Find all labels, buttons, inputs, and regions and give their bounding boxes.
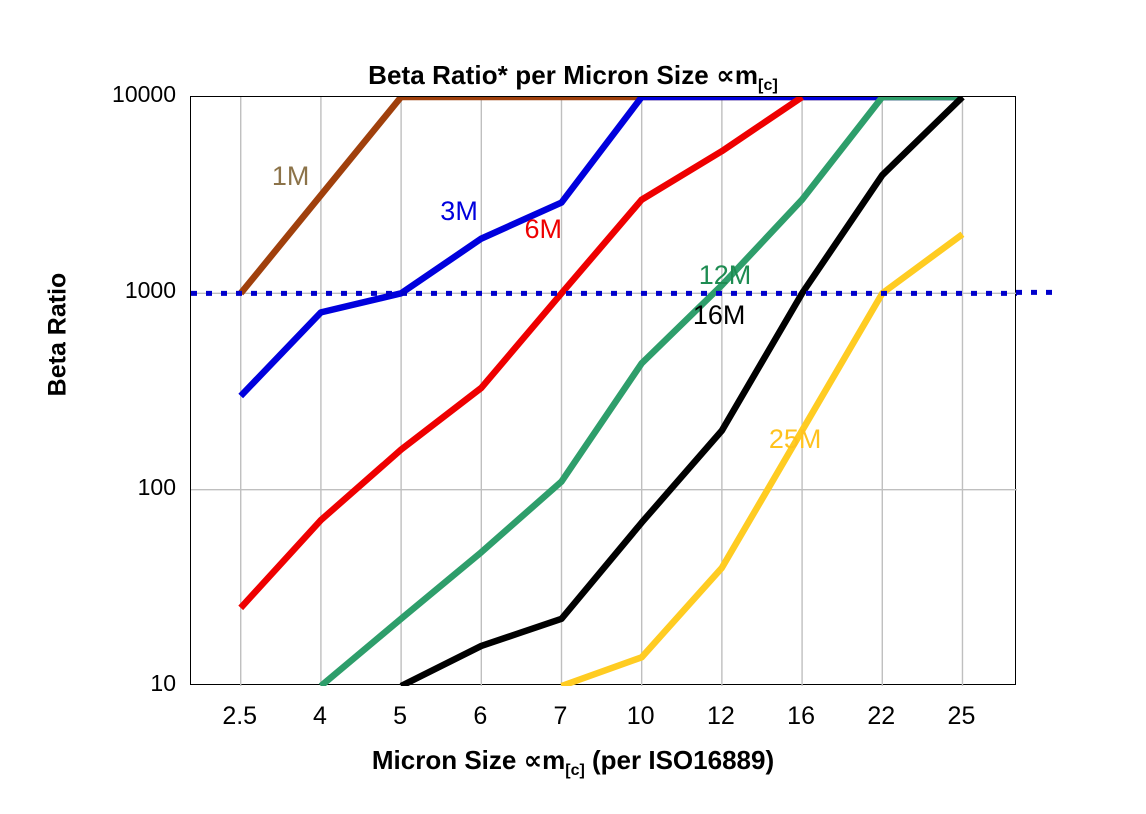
series-line-25M	[560, 231, 965, 686]
series-line-1M	[238, 97, 963, 296]
chart-title-subscript: [c]	[758, 77, 778, 95]
series-label-16M: 16M	[692, 299, 746, 330]
x-axis-title-m: m	[542, 745, 566, 775]
x-tick-label-25: 25	[947, 702, 976, 730]
x-axis-title-subscript: [c]	[565, 762, 585, 780]
y-tick-label-10: 10	[150, 670, 176, 696]
series-line-3M	[238, 97, 963, 399]
x-tick-label-16: 16	[787, 702, 815, 730]
series-label-12M: 12M	[698, 260, 752, 291]
x-axis-title: Micron Size ∝m[c] (per ISO16889)	[0, 745, 1146, 780]
x-tick-label-7: 7	[553, 702, 568, 730]
x-tick-label-12: 12	[706, 702, 735, 730]
x-axis-title-post: (per ISO16889)	[584, 745, 775, 775]
x-tick-label-22: 22	[867, 702, 896, 730]
y-tick-label-10000: 10000	[112, 81, 176, 107]
x-axis-title-pre: Micron Size	[371, 745, 524, 775]
plot-svg	[191, 97, 1017, 686]
series-line-12M	[318, 97, 963, 686]
series-label-3M: 3M	[440, 195, 478, 226]
y-tick-label-1000: 1000	[124, 277, 176, 304]
series-label-6M: 6M	[524, 214, 562, 245]
x-tick-label-10: 10	[626, 702, 655, 730]
series-label-1M: 1M	[271, 160, 310, 191]
series-line-16M	[399, 97, 965, 686]
x-tick-label-5: 5	[393, 702, 408, 730]
y-tick-label-100: 100	[137, 473, 176, 500]
y-axis-title: Beta Ratio	[43, 272, 72, 397]
series-line-6M	[238, 97, 804, 611]
chart-title: Beta Ratio* per Micron Size ∝m[c]	[0, 60, 1146, 95]
chart-title-main: Beta Ratio* per Micron Size	[368, 60, 717, 90]
x-tick-label-4: 4	[312, 702, 327, 730]
proportional-symbol: ∝	[716, 61, 735, 91]
series-label-25M: 25M	[768, 424, 822, 455]
proportional-symbol-x: ∝	[523, 746, 543, 776]
x-tick-label-2.5: 2.5	[222, 702, 258, 730]
x-tick-label-6: 6	[473, 702, 488, 730]
plot-area	[190, 96, 1017, 686]
chart-title-m: m	[734, 60, 759, 90]
